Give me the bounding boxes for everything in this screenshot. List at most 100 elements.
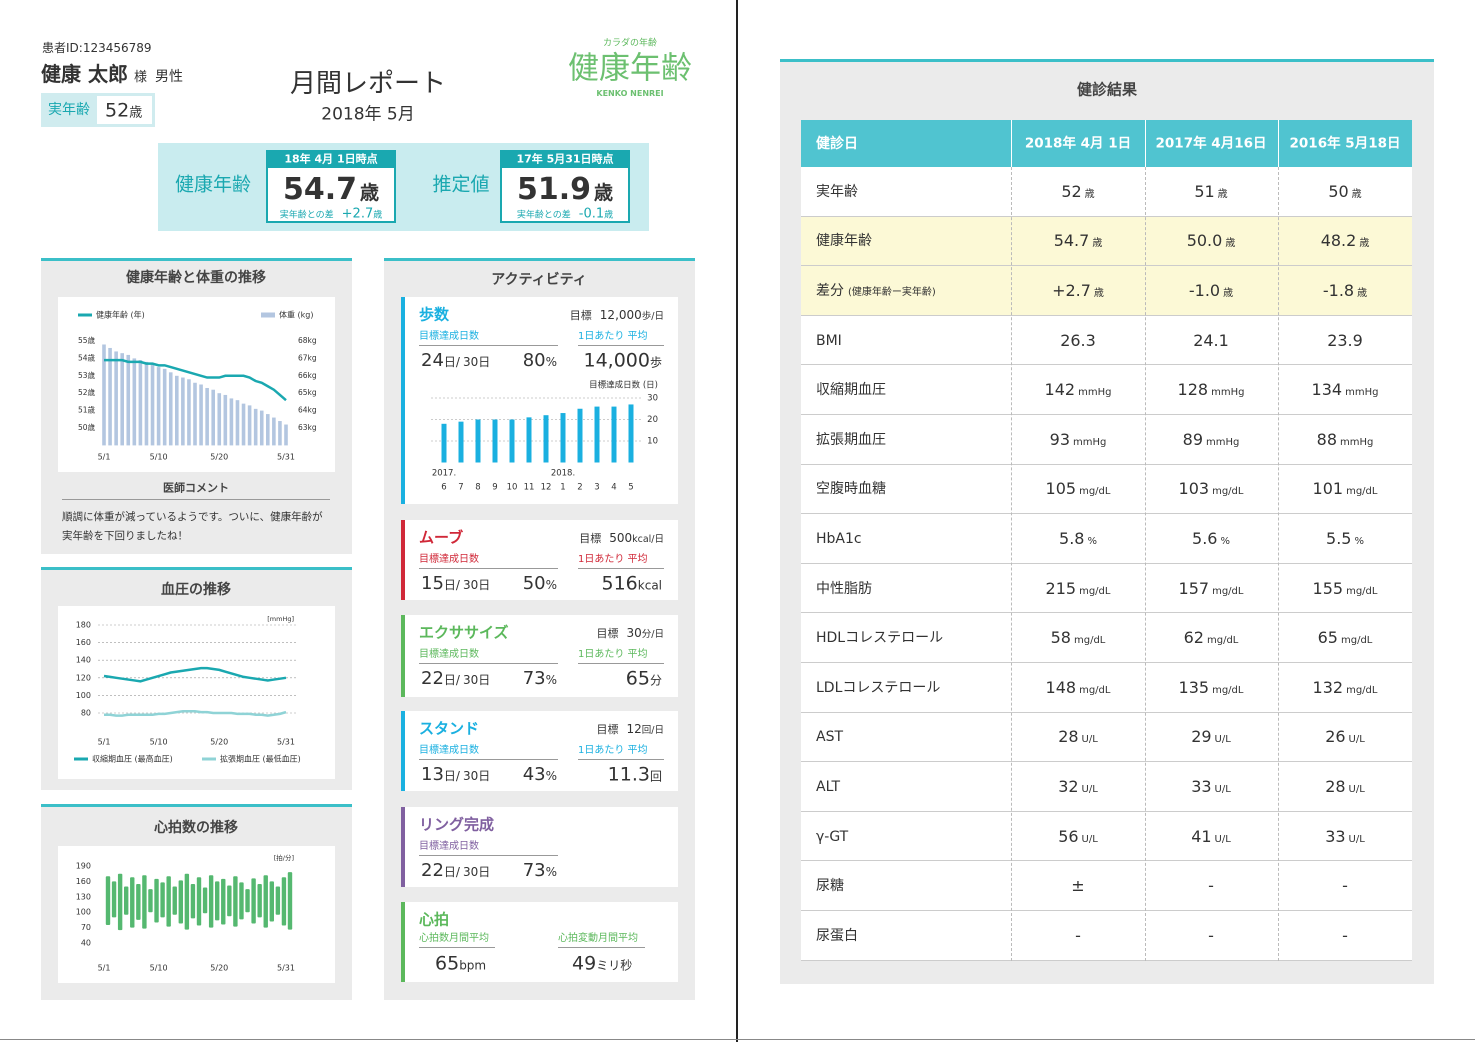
text-part: 健康年齢	[816, 233, 872, 250]
summary-diff: 実年齢との差 -0.1 歳	[517, 208, 613, 221]
logo: 健康年齢	[568, 53, 692, 85]
range-bar	[117, 873, 123, 931]
age-value: 52 歳	[105, 101, 142, 121]
text-part: 30	[462, 673, 479, 687]
table-cell: 157 mg/dL	[1179, 580, 1244, 597]
text-part: 目標達成日数	[419, 554, 479, 565]
text-part: 2018年 5月	[321, 104, 415, 125]
card-rate: 73%	[523, 862, 557, 880]
text-part: 2016年 5月18日	[1289, 135, 1401, 152]
panel-title: 血圧の推移	[161, 583, 231, 597]
range-bar	[160, 882, 165, 918]
y-tick-label: 190	[76, 862, 91, 871]
x-tick-label: 3	[594, 483, 599, 493]
table-row	[801, 762, 1412, 812]
table-cell: 51 歳	[1194, 183, 1227, 200]
page-divider	[736, 0, 738, 1042]
text-part: 歳	[1223, 288, 1234, 299]
text-part: bpm	[459, 958, 487, 973]
year-label: 2018.	[551, 469, 575, 479]
activity-card	[401, 297, 678, 504]
range-bar	[124, 886, 129, 915]
text-part: HDLコレステロール	[816, 630, 944, 647]
text-part: 22	[421, 668, 444, 689]
text-part: BMI	[816, 332, 842, 349]
card-name: リング完成	[419, 817, 494, 833]
y-tick-label: 140	[76, 656, 91, 665]
card-avg: 11.3 回	[608, 765, 662, 785]
table-cell: 48.2 歳	[1321, 233, 1370, 249]
row-label: HbA1c	[816, 532, 862, 546]
bar	[108, 347, 112, 446]
chart-box	[58, 606, 335, 779]
legend-label: 拡張期血圧 (最低血圧)	[220, 754, 301, 764]
y-tick-label: 50歳	[78, 422, 96, 432]
card-rule	[419, 345, 558, 346]
text-part: ミリ秒	[596, 958, 633, 973]
text-part: 18年 4月 1日時点	[284, 152, 378, 166]
x-tick-label: 5/20	[210, 964, 228, 973]
x-tick-label: 6	[441, 483, 446, 493]
column-separator	[1145, 167, 1146, 961]
row-label: 収縮期血圧	[816, 383, 886, 397]
card-days: 13 日/30 日	[421, 766, 490, 784]
text-part: mg/dL	[1079, 486, 1111, 498]
x-tick-label: 5/31	[277, 964, 295, 973]
text-part: 51.9	[516, 172, 592, 207]
header-separator	[1278, 120, 1279, 167]
text-part: -	[1075, 925, 1081, 945]
y-tick-label: 52歳	[78, 387, 96, 397]
table-row	[801, 315, 1412, 366]
bar	[223, 394, 228, 446]
card-rule	[419, 947, 495, 948]
range-bar	[136, 883, 141, 920]
text-part: 患者ID:123456789	[42, 41, 152, 55]
text-part: 155	[1312, 578, 1344, 598]
table-cell: 41 U/L	[1191, 828, 1231, 845]
text-part: 医師コメント	[163, 481, 229, 495]
y2-tick-label: 66kg	[298, 371, 317, 380]
text-part: -1.0	[1188, 281, 1221, 300]
table-cell: 33 U/L	[1191, 779, 1231, 795]
range-bar	[178, 880, 183, 924]
x-tick-label: 8	[475, 483, 480, 493]
card-days-label: 目標達成日数	[419, 746, 479, 756]
text-part: 歩/日	[641, 310, 664, 322]
text-part: スタンド	[419, 719, 480, 738]
card-name: スタンド	[419, 719, 480, 738]
bar	[441, 423, 447, 463]
bar	[193, 382, 197, 446]
text-part: 心拍変動月間平均	[558, 933, 638, 944]
card-hrv-label: 心拍変動月間平均	[558, 934, 638, 944]
table-cell: 135 mg/dL	[1179, 679, 1244, 696]
card-rule	[578, 345, 664, 346]
header-separator	[1145, 120, 1146, 167]
text-part: 目標達成日数	[419, 745, 479, 756]
page-bottom-line	[0, 1039, 1475, 1040]
text-part: %	[1354, 536, 1364, 547]
range-bar	[105, 876, 111, 926]
bar	[150, 363, 155, 446]
x-tick-label: 10	[507, 483, 518, 493]
text-part: 2017年 4月16日	[1155, 135, 1267, 152]
range-bar	[196, 877, 202, 926]
text-part: +2.7	[341, 206, 374, 222]
bar	[628, 404, 634, 463]
card-days: 22 日/30 日	[421, 670, 490, 688]
y-tick-label: 160	[76, 877, 91, 886]
text-part: (健康年齢ー実年齢)	[848, 287, 936, 298]
text-part: 歩	[649, 355, 662, 370]
row-label: 差分 (健康年齢ー実年齢)	[816, 284, 936, 298]
table-cell: 24.1	[1193, 332, 1229, 349]
card-days: 24 日/30 日	[421, 352, 490, 370]
x-tick-label: 5/20	[210, 453, 228, 462]
y-unit: [拍/分]	[274, 853, 294, 862]
bar	[229, 398, 234, 446]
table-cell: -1.8 歳	[1323, 283, 1367, 299]
report-title: 月間レポート	[290, 71, 446, 97]
range-bar	[257, 883, 262, 918]
text-part: γ-GT	[816, 828, 849, 845]
text-part: 73	[522, 860, 546, 881]
text-part: mmHg	[1078, 387, 1112, 399]
activity-card	[401, 615, 678, 697]
